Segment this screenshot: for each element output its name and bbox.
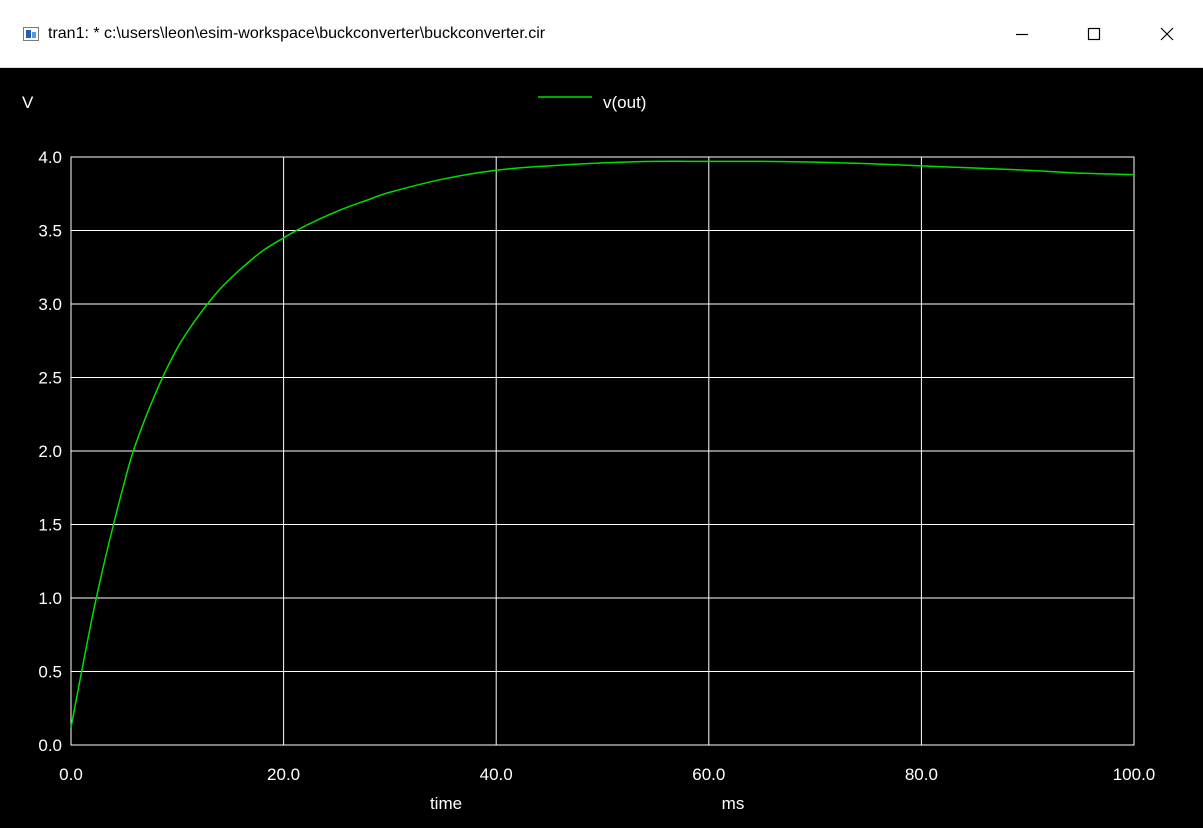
- y-tick-label-8: 4.0: [38, 148, 62, 167]
- waveform-chart[interactable]: 0.0 0.5 1.0 1.5 2.0 2.5 3.0 3.5 4.0 0.0 20.0 40.0 6…: [0, 68, 1203, 828]
- legend-label: v(out): [603, 93, 646, 112]
- x-tick-label-1: 20.0: [267, 765, 300, 784]
- x-tick-label-0: 0.0: [59, 765, 83, 784]
- x-tick-label-3: 60.0: [692, 765, 725, 784]
- plot-frame: [70, 156, 1135, 746]
- y-tick-label-1: 0.5: [38, 663, 62, 682]
- title-bar[interactable]: tran1: * c:\users\leon\esim-workspace\bu…: [0, 0, 1203, 68]
- series-line-0: [70, 160, 1135, 728]
- x-tick-label-2: 40.0: [480, 765, 513, 784]
- y-tick-label-3: 1.5: [38, 516, 62, 535]
- grid: [70, 156, 1135, 746]
- close-button[interactable]: [1132, 0, 1202, 68]
- x-tick-label-4: 80.0: [905, 765, 938, 784]
- y-tick-label-4: 2.0: [38, 442, 62, 461]
- y-tick-label-6: 3.0: [38, 295, 62, 314]
- x-axis-unit: ms: [722, 794, 745, 813]
- y-tick-labels: 0.0 0.5 1.0 1.5 2.0 2.5 3.0 3.5 4.0: [38, 148, 62, 755]
- y-tick-label-7: 3.5: [38, 222, 62, 241]
- app-icon: [23, 27, 39, 41]
- y-tick-label-0: 0.0: [38, 736, 62, 755]
- maximize-button[interactable]: [1059, 0, 1129, 68]
- traces: [70, 160, 1135, 728]
- maximize-icon: [1087, 27, 1101, 41]
- plot-area[interactable]: 0.0 0.5 1.0 1.5 2.0 2.5 3.0 3.5 4.0 0.0 20.0 40.0 6…: [0, 68, 1203, 828]
- x-tick-label-5: 100.0: [1113, 765, 1156, 784]
- y-tick-label-5: 2.5: [38, 369, 62, 388]
- minimize-icon: [1016, 33, 1028, 36]
- x-tick-labels: 0.0 20.0 40.0 60.0 80.0 100.0: [59, 765, 1155, 784]
- close-icon: [1160, 27, 1174, 41]
- y-axis-label: V: [22, 93, 34, 112]
- minimize-button[interactable]: [987, 0, 1057, 68]
- x-axis-label: time: [430, 794, 462, 813]
- y-tick-label-2: 1.0: [38, 589, 62, 608]
- window-title: tran1: * c:\users\leon\esim-workspace\bu…: [48, 25, 546, 42]
